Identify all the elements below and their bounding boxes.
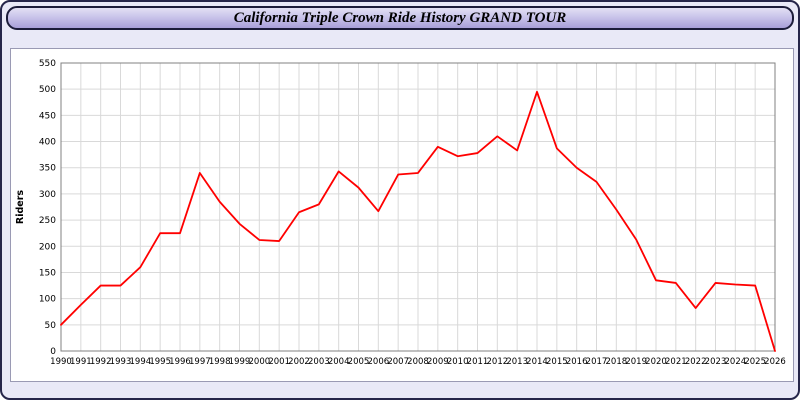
svg-text:2014: 2014 [526,357,548,367]
svg-text:250: 250 [39,216,56,226]
svg-text:1995: 1995 [149,357,171,367]
svg-text:500: 500 [39,85,56,95]
svg-text:50: 50 [45,321,57,331]
svg-text:2009: 2009 [427,357,449,367]
svg-text:2013: 2013 [506,357,528,367]
svg-text:350: 350 [39,164,56,174]
svg-text:2015: 2015 [546,357,568,367]
svg-text:200: 200 [39,242,56,252]
svg-text:1996: 1996 [169,357,191,367]
svg-text:2019: 2019 [625,357,647,367]
svg-text:400: 400 [39,138,56,148]
svg-text:150: 150 [39,268,56,278]
svg-text:2020: 2020 [645,357,667,367]
chart-panel: 0 50 100 150 200 250 300 350 400 450 500 550 1990 199… [10,48,794,382]
svg-text:2025: 2025 [744,357,766,367]
svg-text:2002: 2002 [288,357,310,367]
chart-title: California Triple Crown Ride History GRA… [233,9,567,26]
series-riders [60,90,776,352]
svg-text:2018: 2018 [606,357,628,367]
svg-text:2021: 2021 [665,357,687,367]
svg-text:1992: 1992 [90,357,112,367]
svg-text:0: 0 [50,347,56,357]
svg-text:550: 550 [39,59,56,69]
svg-text:1990: 1990 [50,357,72,367]
svg-text:2007: 2007 [387,357,409,367]
svg-text:2012: 2012 [487,357,509,367]
svg-text:2026: 2026 [764,357,786,367]
svg-text:1993: 1993 [110,357,132,367]
line-chart: 0501001502002503003504004505005501990199… [15,59,786,367]
svg-text:2008: 2008 [407,357,429,367]
svg-text:2004: 2004 [328,357,350,367]
svg-text:2006: 2006 [368,357,390,367]
svg-text:2016: 2016 [566,357,588,367]
svg-text:2011: 2011 [467,357,489,367]
svg-text:300: 300 [39,190,56,200]
svg-text:1999: 1999 [229,357,251,367]
svg-text:450: 450 [39,111,56,121]
svg-text:2001: 2001 [268,357,290,367]
svg-text:2017: 2017 [586,357,608,367]
svg-text:2010: 2010 [447,357,469,367]
y-axis-label: Riders [15,190,26,225]
svg-text:2023: 2023 [705,357,727,367]
svg-text:2000: 2000 [249,357,271,367]
svg-text:1997: 1997 [189,357,211,367]
svg-text:2005: 2005 [348,357,370,367]
svg-text:2003: 2003 [308,357,330,367]
svg-text:1994: 1994 [130,357,152,367]
svg-text:1998: 1998 [209,357,231,367]
svg-text:100: 100 [39,295,56,305]
svg-text:1991: 1991 [70,357,92,367]
chart-title-bar: California Triple Crown Ride History GRA… [6,6,794,30]
svg-text:2024: 2024 [725,357,747,367]
svg-text:2022: 2022 [685,357,707,367]
